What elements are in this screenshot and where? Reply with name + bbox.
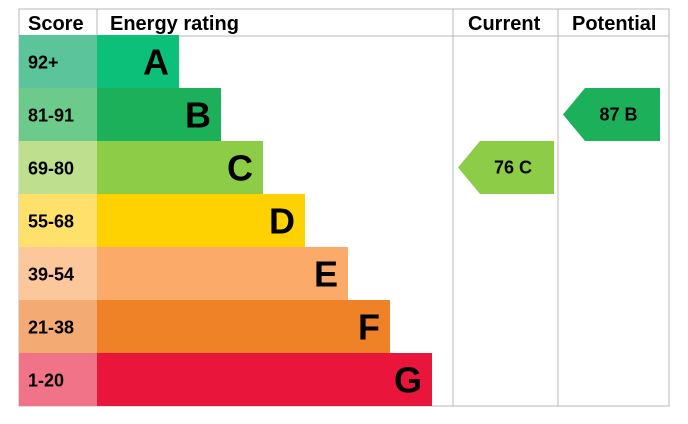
band-letter-d: D <box>269 201 295 242</box>
band-bar-g <box>97 353 432 406</box>
energy-rating-header: Energy rating <box>110 13 239 35</box>
potential-rating-label: 87 B <box>599 105 637 125</box>
score-label-b: 81-91 <box>28 106 74 126</box>
band-letter-e: E <box>314 254 338 295</box>
score-label-g: 1-20 <box>28 371 64 391</box>
score-cell-g <box>19 353 97 406</box>
score-cell-f <box>19 300 97 353</box>
potential-header: Potential <box>572 13 656 35</box>
score-cell-e <box>19 247 97 300</box>
band-bar-d <box>97 194 305 247</box>
band-letter-f: F <box>358 307 380 348</box>
band-letter-g: G <box>394 360 422 401</box>
score-label-f: 21-38 <box>28 318 74 338</box>
rating-bands: 92+ A 81-91 B 69-80 C 55-68 D 39-54 E 21-38 F 1-20 G <box>19 35 432 406</box>
band-bar-f <box>97 300 390 353</box>
band-bar-a <box>97 35 179 88</box>
band-bar-b <box>97 88 221 141</box>
score-cell-c <box>19 141 97 194</box>
band-letter-c: C <box>227 148 253 189</box>
band-letter-b: B <box>185 95 211 136</box>
score-cell-b <box>19 88 97 141</box>
current-arrow <box>458 141 554 194</box>
band-letter-a: A <box>143 42 169 83</box>
band-bar-e <box>97 247 348 300</box>
current-rating-label: 76 C <box>494 158 532 178</box>
current-header: Current <box>468 13 541 35</box>
score-label-a: 92+ <box>28 53 59 73</box>
band-bar-c <box>97 141 263 194</box>
score-label-c: 69-80 <box>28 159 74 179</box>
score-header: Score <box>28 13 84 35</box>
score-label-e: 39-54 <box>28 265 74 285</box>
score-cell-d <box>19 194 97 247</box>
score-cell-a <box>19 35 97 88</box>
potential-arrow <box>563 88 660 141</box>
rating-markers: 76 C 87 B <box>458 88 660 194</box>
score-label-d: 55-68 <box>28 212 74 232</box>
